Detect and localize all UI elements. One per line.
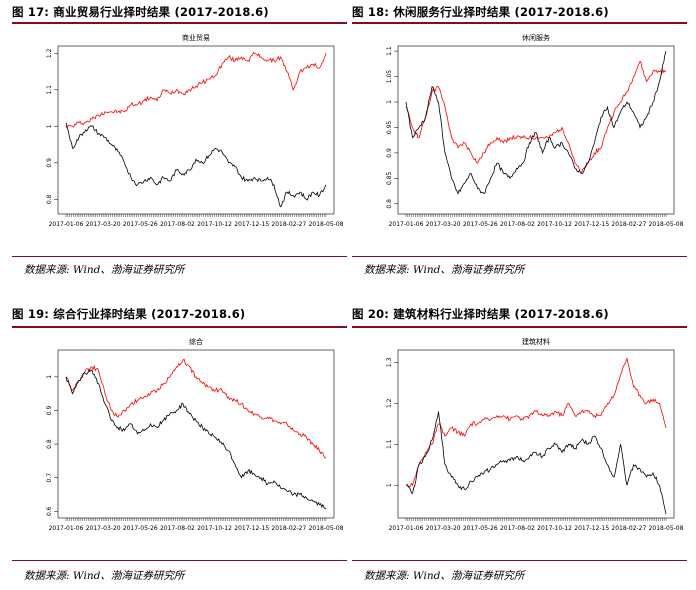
y-tick-label: 1: [386, 100, 393, 104]
source-note: 数据来源: Wind、渤海证券研究所: [364, 264, 525, 276]
y-tick-label: 0.9: [386, 148, 393, 158]
x-tick-label: 2018-05-08: [309, 525, 344, 532]
y-tick-label: 1.2: [386, 398, 393, 408]
source-rule: [352, 560, 687, 561]
y-tick-label: 1.3: [386, 357, 393, 367]
figure-title: 图 20: 建筑材料行业择时结果 (2017-2018.6): [352, 307, 609, 321]
figure-title: 图 18: 休闲服务行业择时结果 (2017-2018.6): [352, 5, 609, 19]
y-tick-label: 1: [386, 483, 393, 487]
chart-title: 综合: [189, 337, 203, 346]
x-tick-label: 2017-03-20: [86, 221, 121, 228]
title-rule: [12, 22, 347, 24]
y-tick-label: 1.2: [46, 48, 53, 58]
plot-area: [57, 45, 335, 215]
y-tick-label: 0.7: [46, 473, 53, 483]
x-tick-label: 2017-05-26: [123, 221, 158, 228]
series-line-red: [65, 358, 327, 459]
x-tick-label: 2018-02-27: [611, 221, 646, 228]
x-tick-label: 2017-05-26: [463, 221, 498, 228]
y-tick-label: 0.85: [386, 172, 393, 186]
series-line-black: [65, 368, 327, 510]
x-tick-label: 2017-08-02: [160, 221, 195, 228]
x-tick-label: 2017-08-02: [500, 221, 535, 228]
plot-area: [397, 349, 675, 519]
x-tick-label: 2018-02-27: [611, 525, 646, 532]
chart-title: 建筑材料: [522, 337, 550, 346]
title-rule: [352, 326, 687, 328]
plot-area: [397, 45, 675, 215]
x-tick-label: 2018-05-08: [649, 221, 684, 228]
x-tick-label: 2017-01-06: [49, 525, 84, 532]
series-line-red: [65, 51, 327, 130]
y-tick-label: 1: [46, 124, 53, 128]
figure-panel-20: 图 20: 建筑材料行业择时结果 (2017-2018.6) 建筑材料 1 1.1 1…: [352, 302, 692, 590]
figure-title: 图 19: 综合行业择时结果 (2017-2018.6): [12, 307, 246, 321]
series-line-red: [405, 358, 667, 488]
series-line-black: [65, 122, 327, 208]
y-tick-label: 0.8: [386, 199, 393, 209]
figure-panel-18: 图 18: 休闲服务行业择时结果 (2017-2018.6) 休闲服务 0.8 0.…: [352, 0, 692, 290]
x-tick-label: 2017-12-15: [574, 525, 609, 532]
title-rule: [352, 22, 687, 24]
y-tick-label: 1: [46, 375, 53, 379]
x-tick-label: 2018-02-27: [271, 525, 306, 532]
x-tick-label: 2017-03-20: [86, 525, 121, 532]
y-tick-label: 1.1: [386, 439, 393, 449]
x-tick-label: 2017-01-06: [389, 525, 424, 532]
x-tick-label: 2017-12-15: [234, 525, 269, 532]
figure-title: 图 17: 商业贸易行业择时结果 (2017-2018.6): [12, 5, 269, 19]
source-note: 数据来源: Wind、渤海证券研究所: [24, 570, 185, 582]
y-tick-label: 0.9: [46, 406, 53, 416]
y-tick-label: 0.8: [46, 439, 53, 449]
source-note: 数据来源: Wind、渤海证券研究所: [24, 264, 185, 276]
y-tick-label: 1.05: [386, 70, 393, 84]
y-tick-label: 0.9: [46, 158, 53, 168]
y-tick-label: 0.95: [386, 121, 393, 135]
x-tick-label: 2017-10-12: [197, 525, 232, 532]
source-rule: [12, 560, 347, 561]
title-rule: [12, 326, 347, 328]
x-tick-label: 2017-10-12: [537, 525, 572, 532]
x-tick-label: 2017-05-26: [463, 525, 498, 532]
x-tick-label: 2017-12-15: [574, 221, 609, 228]
y-tick-label: 0.8: [46, 194, 53, 204]
series-line-black: [405, 411, 667, 514]
source-rule: [352, 256, 687, 257]
x-tick-label: 2017-12-15: [234, 221, 269, 228]
x-tick-label: 2018-05-08: [309, 221, 344, 228]
figure-panel-19: 图 19: 综合行业择时结果 (2017-2018.6) 综合 0.6 0.7 0.8…: [12, 302, 352, 590]
x-tick-label: 2017-08-02: [500, 525, 535, 532]
x-tick-label: 2017-01-06: [49, 221, 84, 228]
x-tick-label: 2018-02-27: [271, 221, 306, 228]
y-tick-label: 1.1: [46, 85, 53, 95]
y-tick-label: 0.6: [46, 506, 53, 516]
x-tick-label: 2017-10-12: [537, 221, 572, 228]
x-tick-label: 2018-05-08: [649, 525, 684, 532]
series-line-red: [405, 60, 667, 174]
x-tick-label: 2017-10-12: [197, 221, 232, 228]
x-tick-label: 2017-03-20: [426, 221, 461, 228]
y-tick-label: 1.1: [386, 46, 393, 56]
chart-title: 商业贸易: [182, 33, 210, 42]
source-note: 数据来源: Wind、渤海证券研究所: [364, 570, 525, 582]
source-rule: [12, 256, 347, 257]
x-tick-label: 2017-01-06: [389, 221, 424, 228]
series-line-black: [405, 50, 667, 195]
x-tick-label: 2017-05-26: [123, 525, 158, 532]
x-tick-label: 2017-08-02: [160, 525, 195, 532]
chart-title: 休闲服务: [522, 33, 550, 42]
figure-panel-17: 图 17: 商业贸易行业择时结果 (2017-2018.6) 商业贸易 0.8 0.…: [12, 0, 352, 290]
x-tick-label: 2017-03-20: [426, 525, 461, 532]
